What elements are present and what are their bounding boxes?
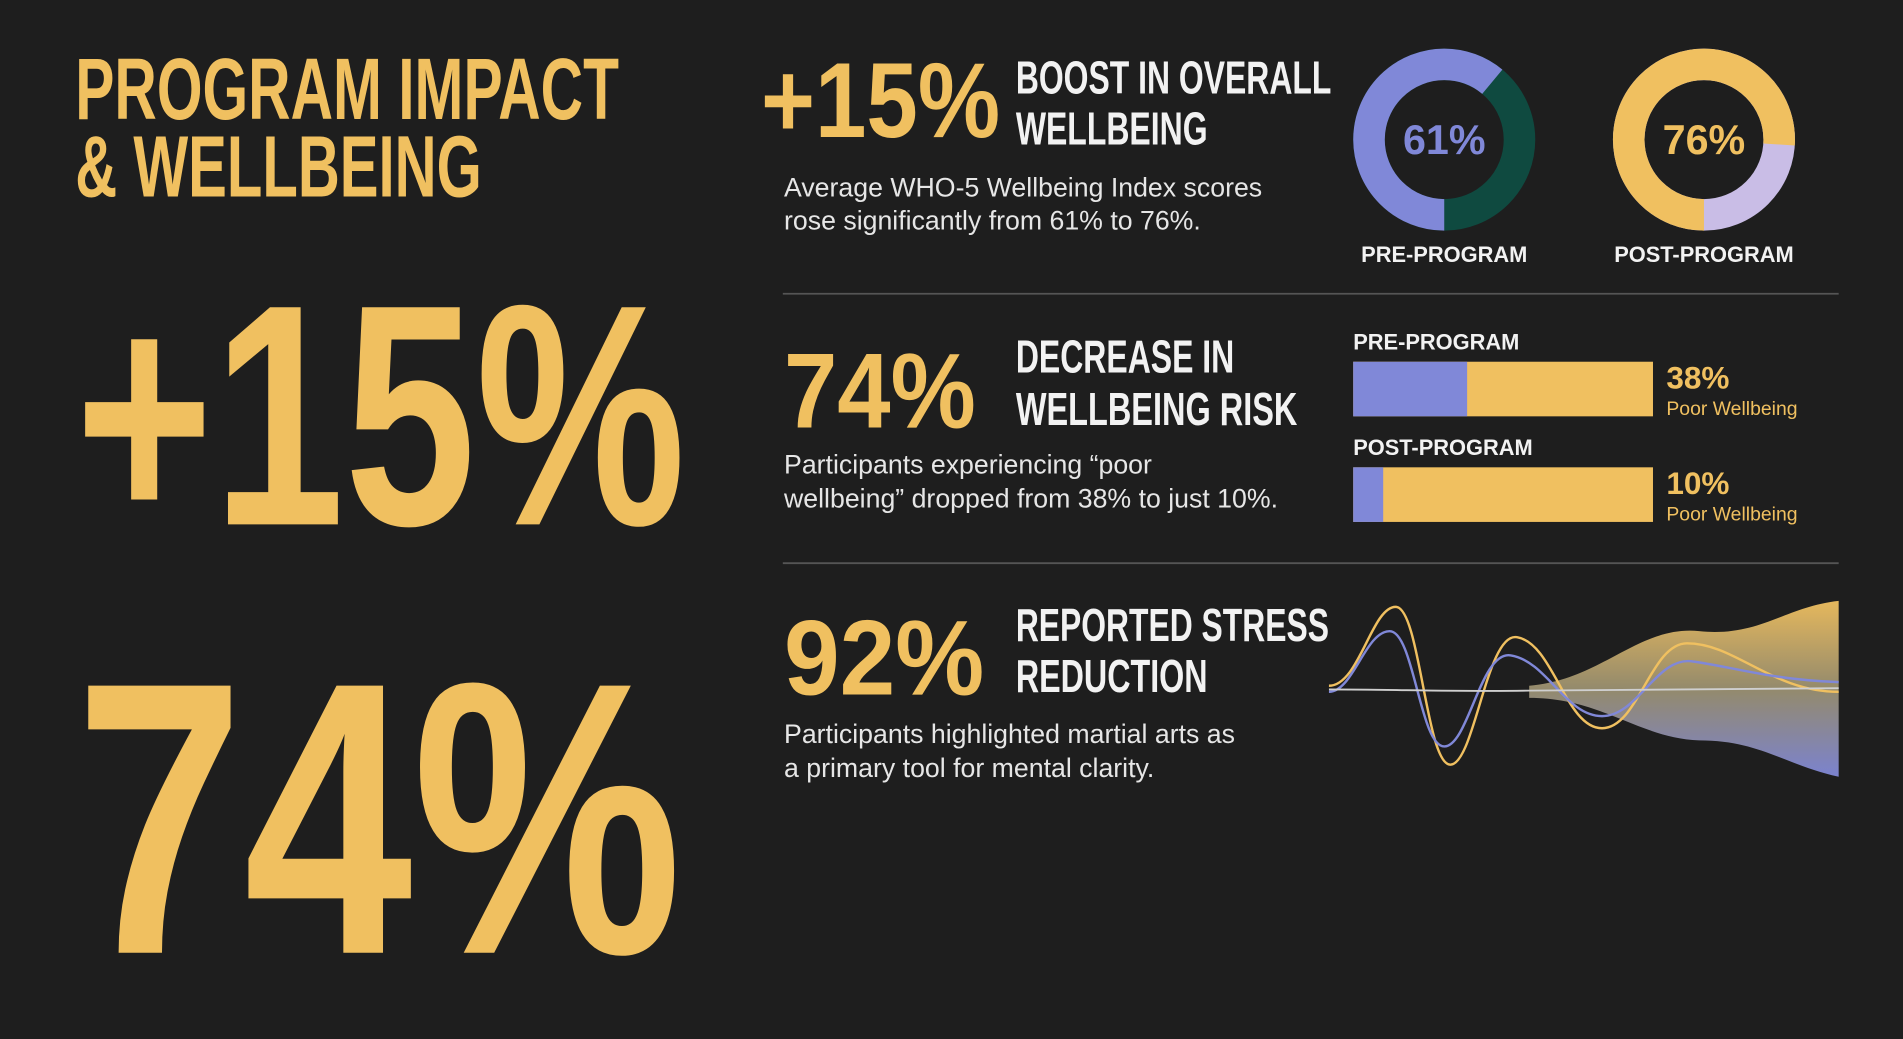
title-line: PROGRAM IMPACT xyxy=(75,40,619,138)
section-heading: WELLBEING xyxy=(1016,102,1208,154)
section-text: Participants experiencing “poor xyxy=(784,449,1152,479)
section-stat: 92% xyxy=(784,597,984,717)
bar-label: POST-PROGRAM xyxy=(1353,435,1533,460)
section-text: wellbeing” dropped from 38% to just 10%. xyxy=(783,483,1278,513)
section-stat: +15% xyxy=(761,40,1000,160)
section-heading: REDUCTION xyxy=(1016,650,1208,702)
section-heading: BOOST IN OVERALL xyxy=(1016,52,1332,104)
wave-graphic xyxy=(1328,600,1839,777)
bar-label: PRE-PROGRAM xyxy=(1353,330,1519,355)
section-text: a primary tool for mental clarity. xyxy=(784,753,1154,783)
bar xyxy=(1353,361,1468,417)
donut-value: 76% xyxy=(1663,117,1746,163)
donut-label: POST-PROGRAM xyxy=(1614,242,1794,267)
section-heading: REPORTED STRESS xyxy=(1016,599,1329,651)
bar-track xyxy=(1353,467,1653,522)
title-line: & WELLBEING xyxy=(75,118,482,216)
section-text: Participants highlighted martial arts as xyxy=(784,719,1235,749)
bar-sublabel: Poor Wellbeing xyxy=(1666,398,1797,420)
section-heading: WELLBEING RISK xyxy=(1016,383,1298,435)
section-text: rose significantly from 61% to 76%. xyxy=(784,205,1201,235)
donut-arc xyxy=(1353,48,1536,231)
bar-sublabel: Poor Wellbeing xyxy=(1666,504,1797,526)
bar-value: 10% xyxy=(1666,465,1729,501)
bar-value: 38% xyxy=(1666,359,1729,395)
hero-stat: +15% xyxy=(75,238,685,591)
section-heading: DECREASE IN xyxy=(1016,331,1234,383)
bar xyxy=(1353,467,1384,522)
donut-arc xyxy=(1612,48,1795,231)
section-stat: 74% xyxy=(784,330,976,450)
hero-stat: 74% xyxy=(75,602,682,1036)
donut-label: PRE-PROGRAM xyxy=(1361,242,1527,267)
section-text: Average WHO-5 Wellbeing Index scores xyxy=(784,173,1262,203)
donut-value: 61% xyxy=(1403,117,1486,163)
